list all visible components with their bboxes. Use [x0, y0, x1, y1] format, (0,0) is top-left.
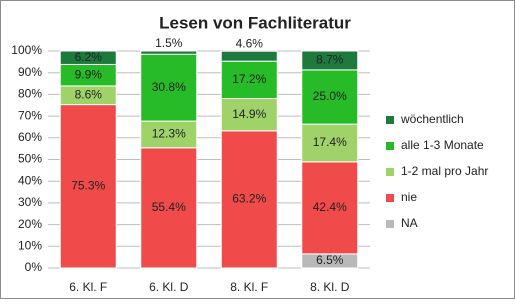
legend-swatch	[386, 168, 394, 176]
legend-label: NA	[401, 216, 418, 230]
y-tick-label: 100%	[11, 43, 42, 57]
value-label: 6.2%	[75, 50, 103, 64]
value-label: 75.3%	[71, 178, 105, 192]
legend-label: nie	[401, 190, 417, 204]
legend-swatch	[386, 116, 394, 124]
bar-segment	[301, 123, 359, 163]
y-tick-label: 70%	[18, 108, 42, 122]
chart-title: Lesen von Fachliteratur	[159, 13, 351, 32]
value-label: 17.2%	[232, 72, 266, 86]
y-tick-label: 10%	[18, 238, 42, 252]
value-label: 25.0%	[313, 89, 347, 103]
bar-segment	[140, 147, 198, 269]
y-tick-label: 60%	[18, 130, 42, 144]
bar-segment	[220, 130, 278, 269]
x-tick-label: 8. Kl. F	[230, 280, 268, 294]
value-label: 1.5%	[155, 36, 183, 50]
x-tick-label: 6. Kl. F	[69, 280, 107, 294]
legend-swatch	[386, 194, 394, 202]
value-label: 4.6%	[236, 36, 264, 50]
y-tick-label: 20%	[18, 217, 42, 231]
value-label: 12.3%	[152, 127, 186, 141]
value-label: 14.9%	[232, 107, 266, 121]
legend-label: alle 1-3 Monate	[401, 138, 484, 152]
x-tick-label: 6. Kl. D	[149, 280, 189, 294]
legend-swatch	[386, 220, 394, 228]
legend-label: 1-2 mal pro Jahr	[401, 164, 488, 178]
y-tick-label: 40%	[18, 173, 42, 187]
y-tick-label: 80%	[18, 87, 42, 101]
value-label: 17.4%	[313, 135, 347, 149]
bar-segment	[220, 98, 278, 132]
bar-segment	[220, 60, 278, 100]
value-label: 63.2%	[232, 192, 266, 206]
value-label: 30.8%	[152, 80, 186, 94]
legend-label: wöchentlich	[400, 112, 464, 126]
value-label: 6.5%	[316, 253, 344, 267]
y-tick-label: 50%	[18, 152, 42, 166]
bar-segment	[301, 50, 359, 71]
bar-segment	[140, 53, 198, 122]
y-tick-label: 30%	[18, 195, 42, 209]
legend-swatch	[386, 142, 394, 150]
value-label: 8.6%	[75, 87, 103, 101]
y-tick-label: 0%	[25, 260, 43, 274]
value-label: 55.4%	[152, 200, 186, 214]
x-tick-label: 8. Kl. D	[310, 280, 350, 294]
bar-segment	[220, 50, 278, 62]
bar-segment	[140, 50, 198, 55]
y-tick-label: 90%	[18, 65, 42, 79]
value-label: 9.9%	[75, 67, 103, 81]
value-label: 42.4%	[313, 200, 347, 214]
bar-segment	[301, 161, 359, 255]
bar-segment	[59, 50, 117, 65]
value-label: 8.7%	[316, 53, 344, 67]
bar-segment	[140, 120, 198, 149]
bar-segment	[59, 104, 117, 269]
